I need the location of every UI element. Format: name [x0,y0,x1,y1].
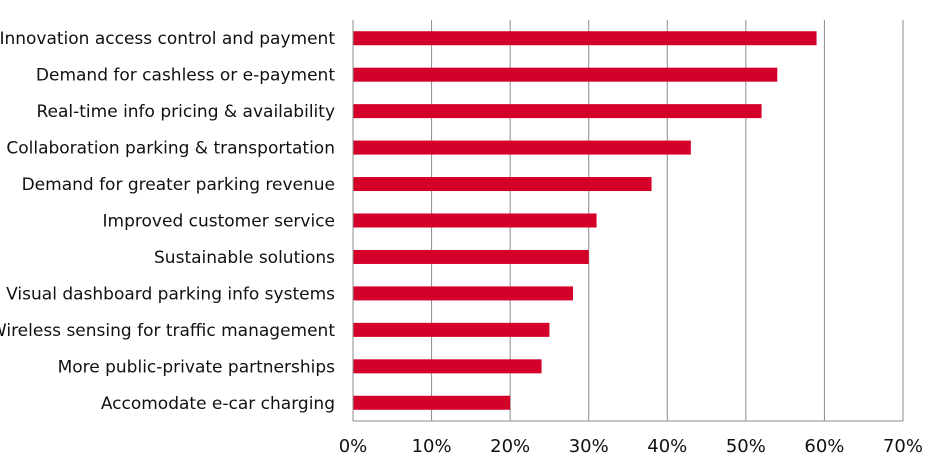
bar [353,213,597,228]
bar [353,249,589,264]
category-label: Accomodate e-car charging [101,394,335,414]
bar [353,104,762,119]
bar [353,31,817,46]
category-label: Demand for cashless or e-payment [36,66,335,86]
x-tick-label: 50% [726,436,766,457]
x-tick-label: 0% [339,436,368,457]
x-tick-labels: 0% 10% 20% 30% 40% 50% 60% 70% [339,436,923,457]
category-label: Innovation access control and payment [0,29,335,49]
bar [353,286,573,301]
category-labels: Innovation access control and payment Dem… [0,29,335,414]
x-tick-label: 30% [569,436,609,457]
bar [353,140,691,155]
x-tick-label: 60% [804,436,844,457]
bar [353,395,511,410]
category-label: Visual dashboard parking info systems [6,284,335,304]
category-label: Real-time info pricing & availability [36,102,335,122]
x-tick-label: 40% [647,436,687,457]
category-label: More public-private partnerships [58,357,336,377]
x-tick-label: 70% [883,436,923,457]
bar [353,359,542,374]
category-label: Sustainable solutions [154,248,335,268]
bar [353,177,652,192]
category-label: Improved customer service [103,212,335,232]
category-label: Collaboration parking & transportation [6,139,335,159]
bar [353,322,550,337]
bar [353,67,778,82]
bars [353,31,817,410]
category-label: Wireless sensing for traffic management [0,321,335,341]
category-label: Demand for greater parking revenue [22,175,335,195]
x-tick-label: 20% [490,436,530,457]
x-tick-label: 10% [412,436,452,457]
